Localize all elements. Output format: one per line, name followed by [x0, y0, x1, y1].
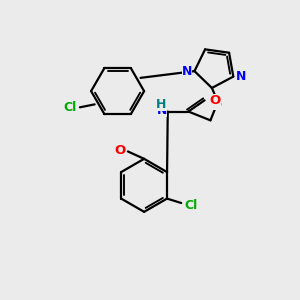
Text: S: S: [213, 97, 223, 110]
Text: H: H: [156, 98, 167, 111]
Text: O: O: [114, 144, 126, 157]
Text: N: N: [157, 104, 167, 117]
Text: N: N: [236, 70, 246, 83]
Text: Cl: Cl: [185, 199, 198, 212]
Text: N: N: [182, 64, 192, 78]
Text: Cl: Cl: [63, 101, 76, 114]
Text: O: O: [210, 94, 221, 107]
